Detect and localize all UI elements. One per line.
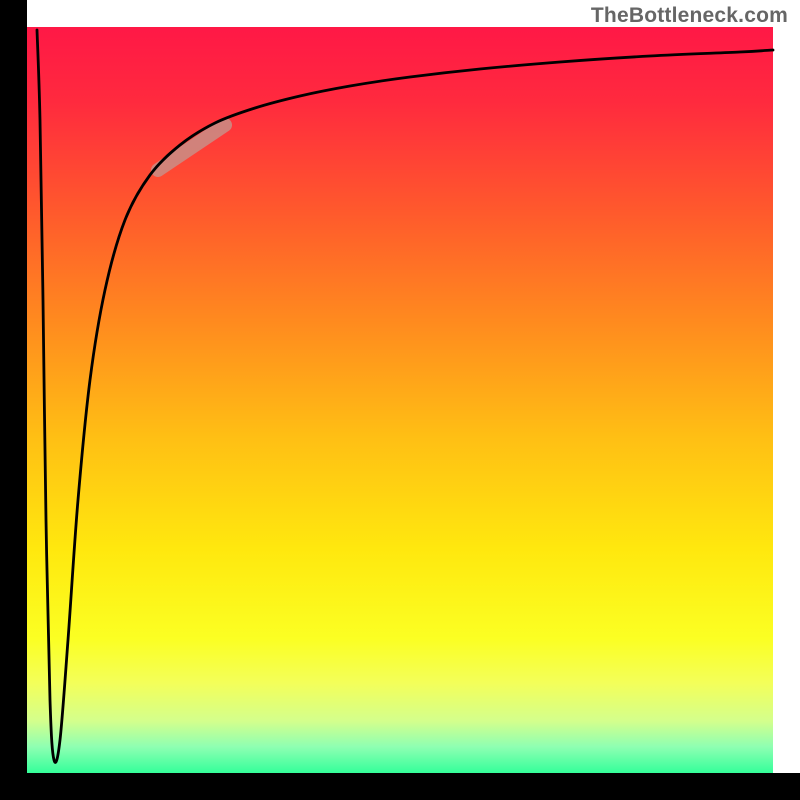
attribution-text: TheBottleneck.com [591, 4, 788, 28]
plot-background [27, 27, 773, 773]
plot-border-bottom [0, 773, 800, 800]
bottleneck-chart [0, 0, 800, 800]
plot-border-left [0, 0, 27, 800]
chart-container: TheBottleneck.com [0, 0, 800, 800]
